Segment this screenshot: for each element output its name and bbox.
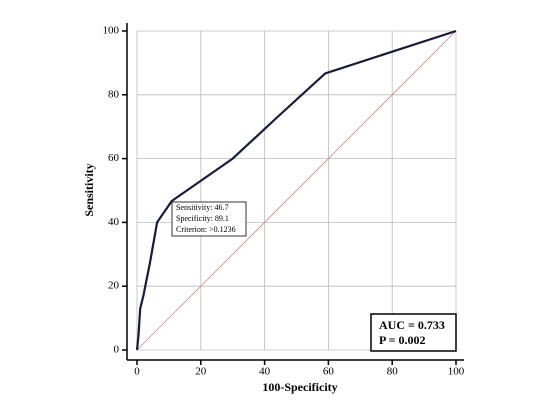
x-tick-label: 60 <box>323 366 335 378</box>
stats-box <box>370 313 457 352</box>
reference-line <box>136 30 457 351</box>
y-tick-label: 40 <box>108 216 120 228</box>
annotation-box <box>171 201 247 237</box>
annotation: Specificity: 89.1 <box>176 214 229 223</box>
y-tick-label: 80 <box>108 88 120 100</box>
stat: AUC = 0.733 <box>379 318 445 332</box>
x-tick-label: 100 <box>448 366 465 378</box>
y-tick-label: 60 <box>108 152 120 164</box>
x-tick-label: 0 <box>134 366 140 378</box>
annotation: Criterion: >0.1236 <box>176 225 236 234</box>
x-axis-label: 100-Specificity <box>262 380 337 394</box>
y-axis-label: Sensitivity <box>82 163 96 216</box>
x-tick-label: 40 <box>259 366 271 378</box>
y-tick-label: 100 <box>103 25 120 37</box>
y-tick-label: 20 <box>108 280 120 292</box>
stat: P = 0.002 <box>379 333 426 347</box>
x-tick-label: 20 <box>195 366 207 378</box>
roc-curve <box>135 29 457 351</box>
annotation: Sensitivity: 46.7 <box>176 203 228 212</box>
y-tick-label: 0 <box>114 344 120 356</box>
x-tick-label: 80 <box>387 366 399 378</box>
